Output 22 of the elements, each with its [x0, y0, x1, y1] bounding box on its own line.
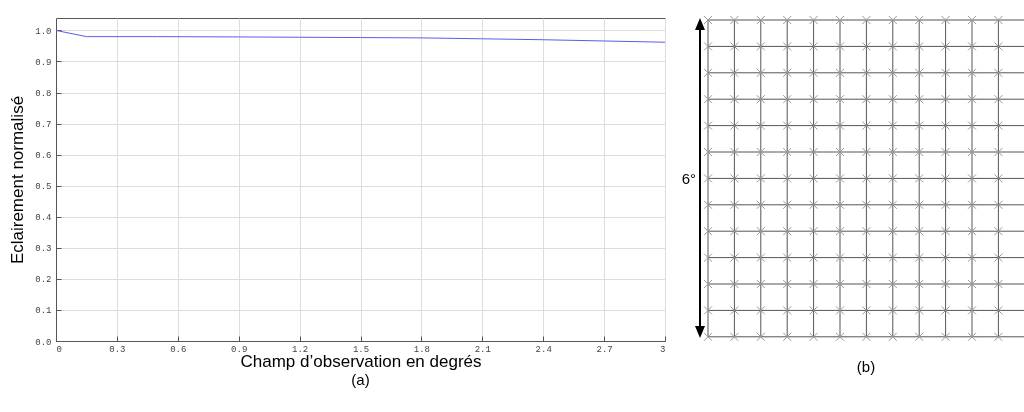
x-tick-label: 0.6: [170, 344, 187, 355]
y-tick-label: 1.0: [35, 26, 52, 37]
y-tick-label: 0.5: [35, 182, 52, 193]
x-tick-label: 2.4: [535, 344, 552, 355]
text: 6°: [681, 170, 696, 187]
y-tick-label: 0.6: [35, 151, 52, 162]
y-tick-label: 0.7: [35, 120, 52, 131]
x-tick-label: 0.3: [109, 344, 126, 355]
y-tick-label: 0.8: [35, 89, 52, 100]
x-tick-label: 3: [660, 344, 666, 355]
y-tick-label: 0.1: [35, 306, 52, 317]
y-axis-title: Eclairement normalisé: [8, 95, 28, 265]
y-tick-label: 0.4: [35, 213, 52, 224]
line-series: [55, 29, 666, 43]
y-tick-label: 0.2: [35, 275, 52, 286]
x-tick-label: 0: [56, 344, 62, 355]
y-tick-label: 0.3: [35, 244, 52, 255]
text: (b): [856, 358, 876, 375]
y-tick-label: 0.9: [35, 57, 52, 68]
y-tick-label: 0.0: [35, 337, 52, 348]
x-tick-label: 2.7: [596, 344, 613, 355]
text: (a): [351, 371, 370, 388]
